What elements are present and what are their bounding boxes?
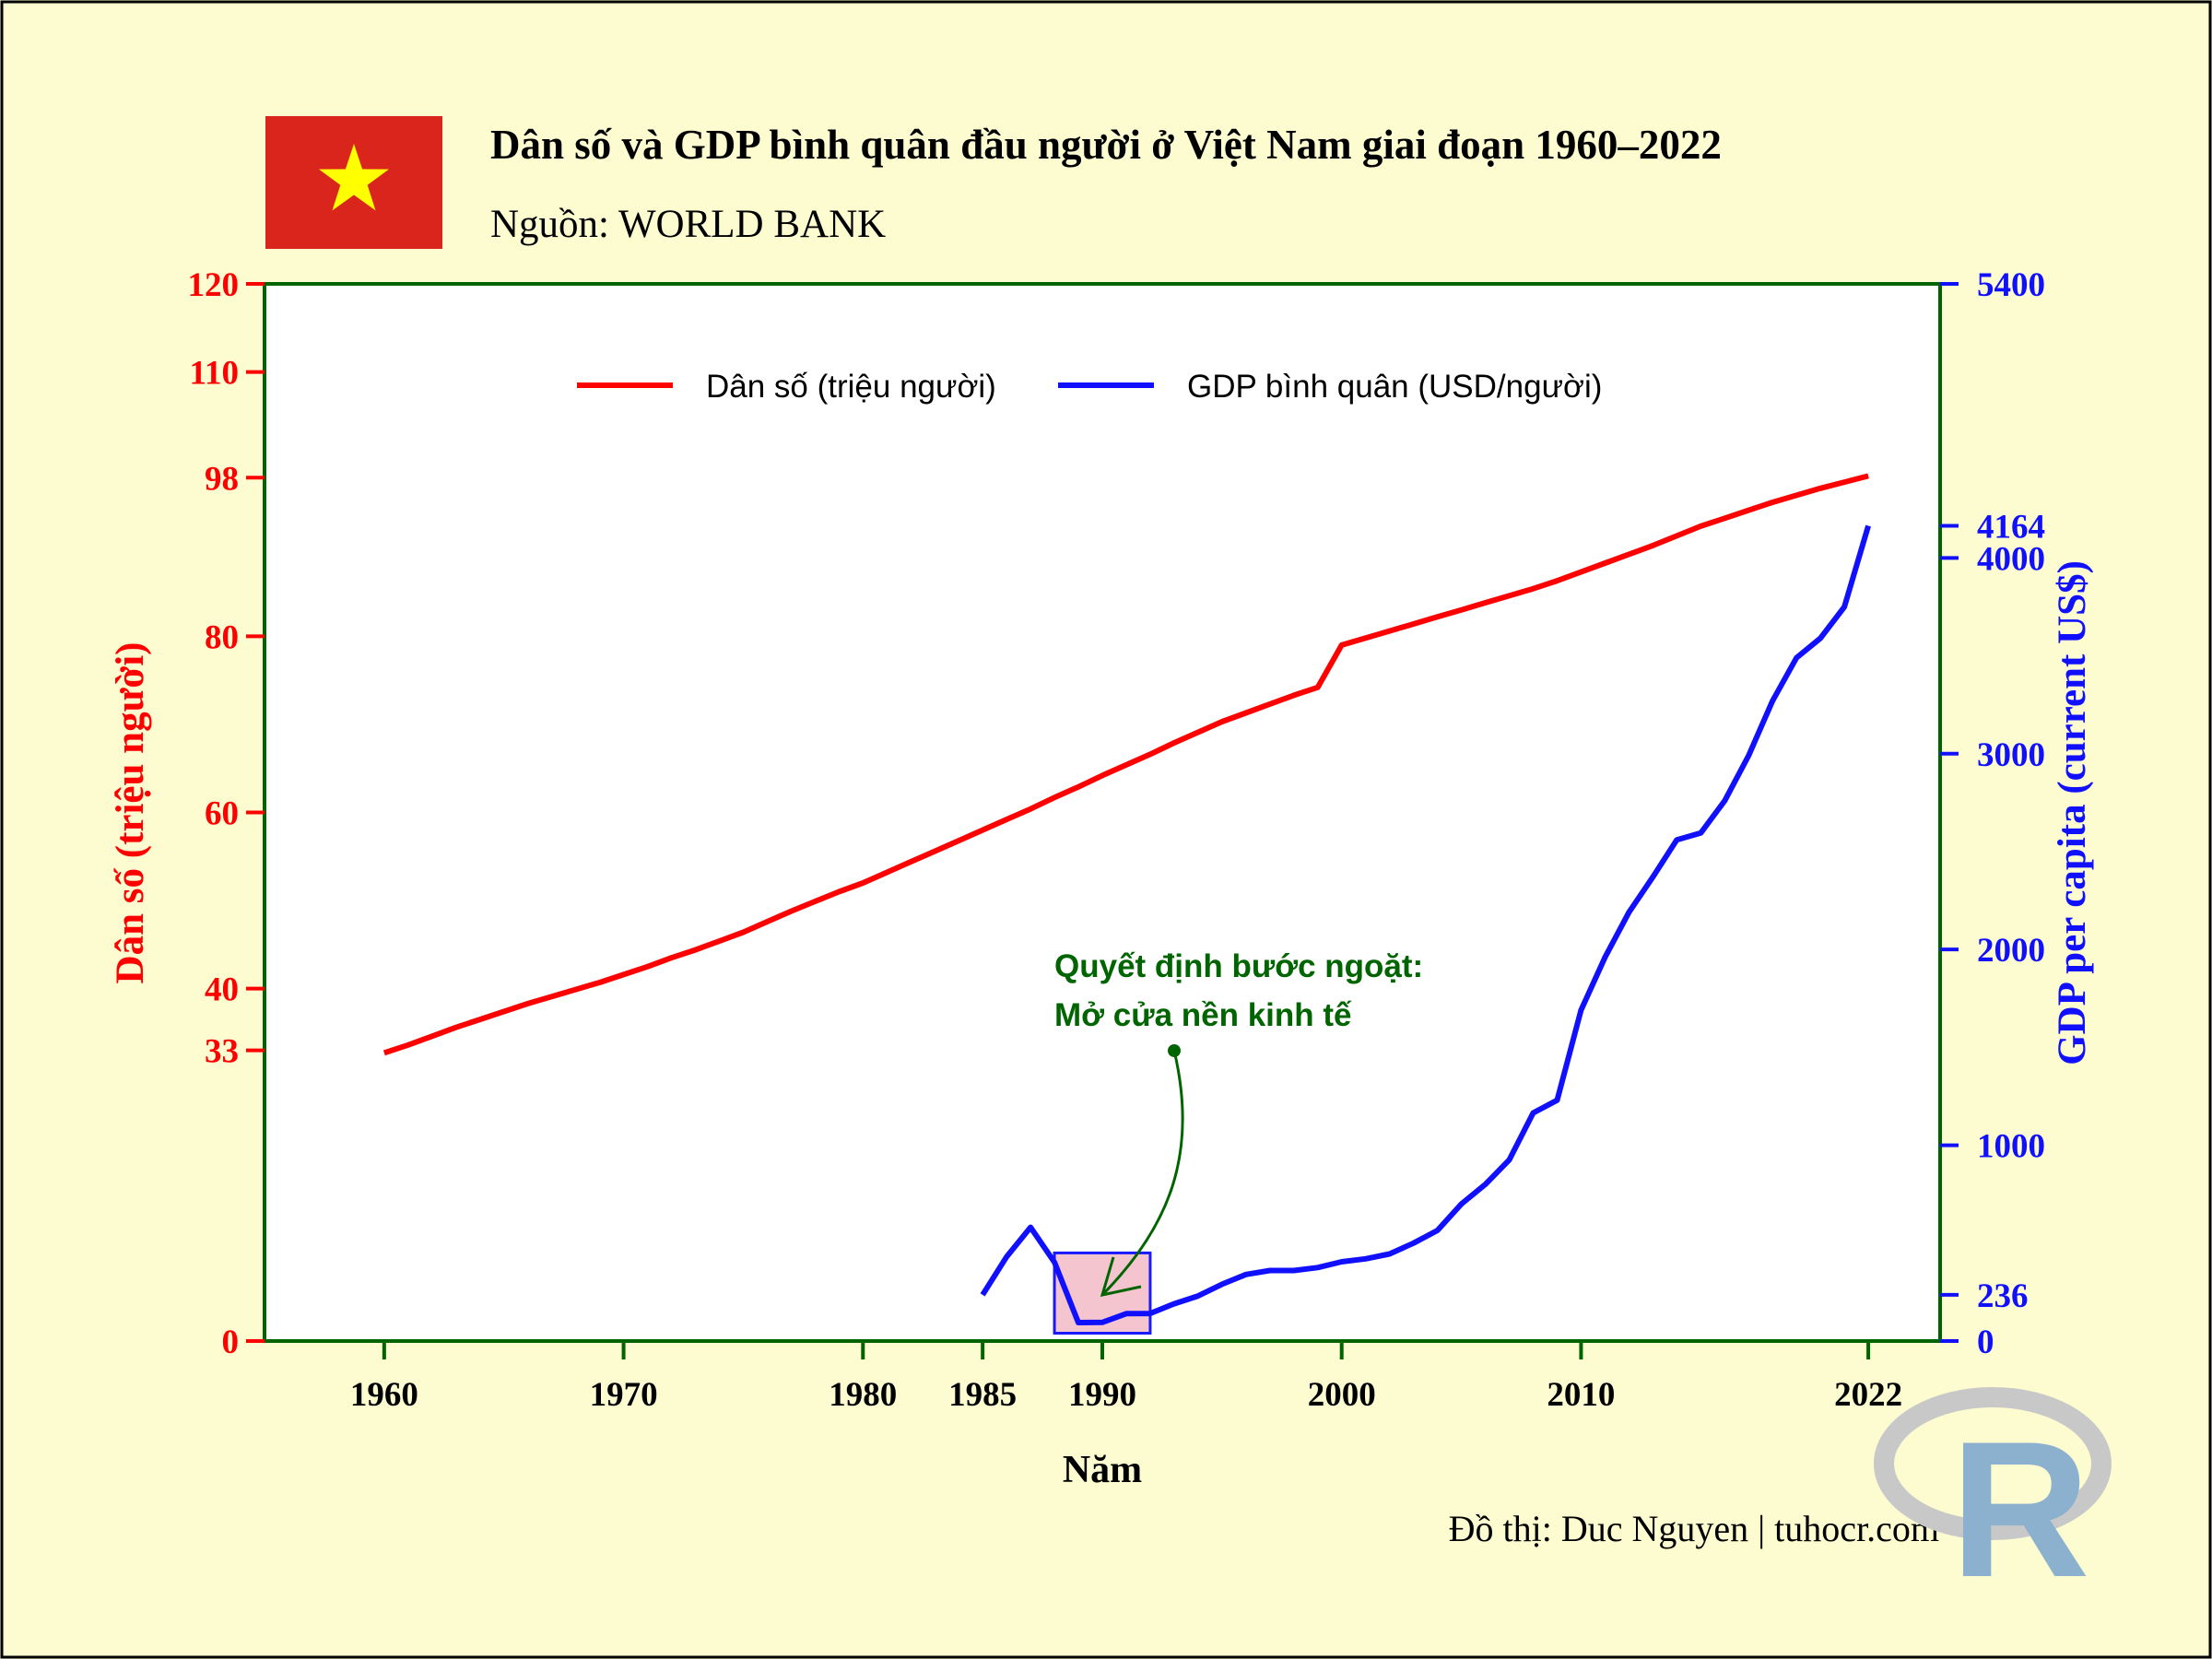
- x-axis-title: Năm: [1063, 1449, 1142, 1491]
- left-axis-tick-label: 0: [222, 1324, 240, 1361]
- chart-caption: Đồ thị: Duc Nguyen | tuhocr.com: [1449, 1508, 1939, 1549]
- x-axis: 1960 1970 1980 1985 1990 2000 2010 2022: [350, 1341, 1902, 1414]
- left-axis-tick-label: 40: [205, 971, 239, 1009]
- plot-panel: [263, 282, 1942, 1343]
- vietnam-flag-icon: [265, 116, 442, 249]
- x-axis-tick-label: 1990: [1068, 1376, 1136, 1414]
- left-axis-tick-label: 80: [205, 618, 239, 656]
- x-axis-tick-label: 1960: [350, 1376, 418, 1414]
- left-axis-tick-label: 33: [205, 1033, 239, 1071]
- right-axis-tick-label: 4164: [1977, 509, 2045, 547]
- chart-title: Dân số và GDP bình quân đầu người ở Việt…: [490, 122, 1722, 168]
- population-series-line: [382, 473, 1869, 1056]
- left-axis-tick-label: 98: [205, 460, 239, 498]
- right-axis-tick-label: 0: [1977, 1324, 1994, 1361]
- right-axis-tick-label: 3000: [1977, 736, 2045, 774]
- x-axis-tick-label: 1985: [948, 1376, 1017, 1414]
- x-axis-tick-label: 2010: [1547, 1376, 1615, 1414]
- annotation-line-1: Quyết định bước ngoặt:: [1054, 948, 1423, 984]
- annotation-arrow: [1100, 1050, 1184, 1297]
- x-axis-tick-label: 2000: [1308, 1376, 1376, 1414]
- x-axis-tick-label: 2022: [1834, 1376, 1902, 1414]
- right-axis-title: GDP per capita (current US$): [2051, 560, 2094, 1065]
- left-axis-tick-label: 110: [190, 355, 239, 393]
- right-axis-tick-label: 1000: [1977, 1128, 2045, 1166]
- x-axis-tick-label: 1970: [590, 1376, 658, 1414]
- left-axis: 0 33 40 60 80 98 110 120: [188, 266, 265, 1361]
- chart-subtitle: Nguồn: WORLD BANK: [490, 203, 886, 246]
- legend-label-population: Dân số (triệu người): [706, 369, 996, 405]
- gdp-series-line: [980, 524, 1871, 1325]
- right-axis-tick-label: 4000: [1977, 540, 2045, 578]
- annotation: Quyết định bước ngoặt: Mở cửa nền kinh t…: [1054, 948, 1423, 1297]
- legend: Dân số (triệu người) GDP bình quân (USD/…: [577, 369, 1602, 405]
- right-axis-tick-label: 2000: [1977, 932, 2045, 970]
- left-axis-tick-label: 60: [205, 795, 239, 833]
- r-logo-icon: R: [1874, 1387, 2112, 1618]
- annotation-arrowhead: [1100, 1256, 1142, 1297]
- right-axis-tick-label: 5400: [1977, 266, 2045, 304]
- r-logo-letter: R: [1950, 1401, 2090, 1618]
- x-axis-tick-label: 1980: [829, 1376, 897, 1414]
- left-axis-tick-label: 120: [188, 266, 240, 304]
- right-axis-tick-label: 236: [1977, 1277, 2029, 1315]
- left-axis-title: Dân số (triệu người): [109, 642, 152, 984]
- annotation-line-2: Mở cửa nền kinh tế: [1054, 997, 1352, 1033]
- legend-label-gdp: GDP bình quân (USD/người): [1187, 369, 1602, 405]
